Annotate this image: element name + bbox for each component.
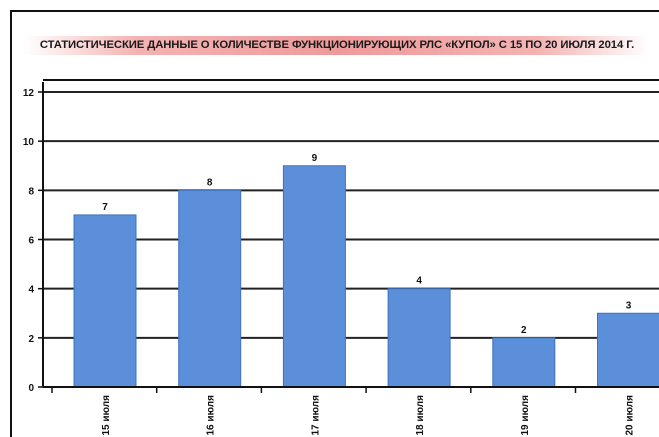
- y-tick-labels: 0 2 4 6 8 10 12: [23, 88, 35, 394]
- y-tick-label: 10: [23, 137, 35, 148]
- y-tick-label: 4: [28, 285, 34, 296]
- bar: [387, 288, 451, 388]
- axes: [38, 82, 659, 393]
- category-labels: 15 июля 16 июля 17 июля 18 июля 19 июля 20 ию…: [101, 395, 636, 436]
- y-tick-label: 2: [28, 334, 34, 345]
- data-label: 4: [416, 276, 422, 287]
- data-label: 9: [312, 153, 318, 164]
- data-labels: 7 8 9 4 2 3: [102, 153, 632, 336]
- category-label: 18 июля: [415, 395, 426, 436]
- category-label: 16 июля: [206, 395, 217, 436]
- gridlines: [43, 91, 659, 339]
- chart-title-band: [24, 36, 650, 55]
- category-label: 17 июля: [310, 395, 321, 436]
- data-label: 8: [207, 177, 213, 188]
- frame-top-border: [10, 10, 659, 12]
- y-tick-label: 8: [28, 186, 34, 197]
- frame-left-border: [10, 10, 12, 437]
- bars: [73, 165, 659, 388]
- category-label: 20 июля: [625, 395, 636, 436]
- chart-title: СТАТИСТИЧЕСКИЕ ДАННЫЕ О КОЛИЧЕСТВЕ ФУНКЦ…: [39, 39, 635, 51]
- bar: [73, 214, 137, 388]
- data-label: 2: [521, 325, 527, 336]
- category-label: 19 июля: [520, 395, 531, 436]
- data-label: 7: [102, 202, 108, 213]
- y-tick-label: 6: [28, 236, 34, 247]
- bar: [178, 189, 242, 388]
- bar: [492, 337, 556, 388]
- bar: [597, 312, 659, 388]
- bar: [282, 165, 346, 388]
- y-tick-label: 12: [23, 88, 35, 99]
- y-tick-label: 0: [28, 383, 34, 394]
- data-label: 3: [626, 300, 632, 311]
- category-label: 15 июля: [101, 395, 112, 436]
